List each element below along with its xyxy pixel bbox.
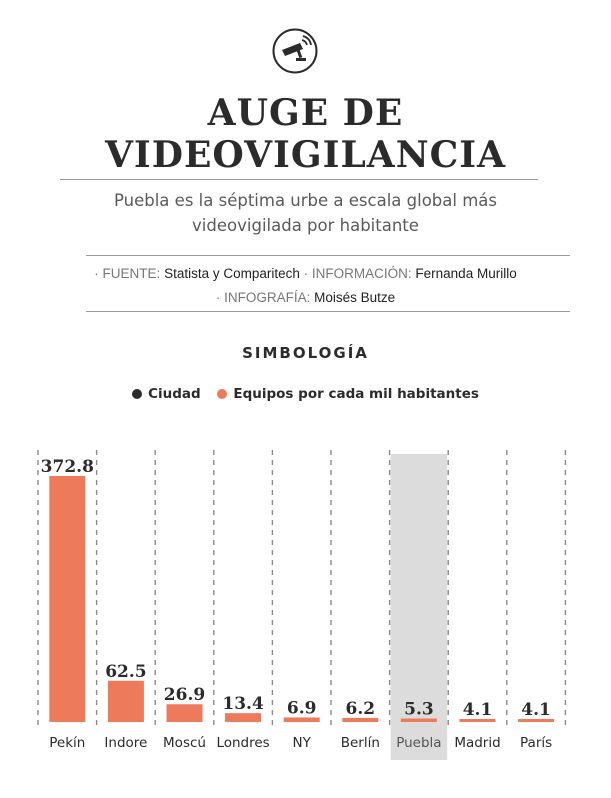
subtitle-line-1: Puebla es la séptima urbe a escala globa… xyxy=(113,191,497,210)
value-label-3: 13.4 xyxy=(222,694,264,714)
category-label-5: Berlín xyxy=(341,735,380,751)
value-label-7: 4.1 xyxy=(463,700,493,720)
source-value: Statista y Comparitech xyxy=(164,266,300,281)
legend-label-equipment: Equipos por cada mil habitantes xyxy=(233,386,479,402)
divider xyxy=(86,311,570,312)
legend-item-equipment: Equipos por cada mil habitantes xyxy=(217,386,479,402)
category-label-8: París xyxy=(520,735,552,751)
value-label-8: 4.1 xyxy=(521,700,551,720)
category-label-6: Puebla xyxy=(396,735,441,751)
title-line-2: VIDEOVIGILANCIA xyxy=(104,134,507,176)
category-label-4: NY xyxy=(293,735,312,751)
divider xyxy=(60,179,538,180)
credits: · FUENTE: Statista y Comparitech · INFOR… xyxy=(0,262,611,310)
value-label-4: 6.9 xyxy=(287,698,317,718)
category-label-1: Indore xyxy=(104,735,147,751)
category-label-0: Pekín xyxy=(49,735,85,751)
bar-3 xyxy=(225,713,262,722)
value-label-6: 5.3 xyxy=(404,700,434,720)
legend-item-city: Ciudad xyxy=(132,386,201,402)
value-label-2: 26.9 xyxy=(164,685,205,705)
info-key: · INFORMACIÓN: xyxy=(303,266,412,281)
bar-5 xyxy=(342,717,379,722)
info-value: Fernanda Murillo xyxy=(415,266,517,281)
bar-6 xyxy=(400,718,437,722)
highlight-column xyxy=(390,454,448,760)
bar-1 xyxy=(107,680,144,722)
divider xyxy=(86,255,570,256)
bar-8 xyxy=(518,719,555,722)
value-label-0: 372.8 xyxy=(41,457,94,477)
page-title: AUGE DE VIDEOVIGILANCIA xyxy=(0,92,611,176)
category-label-7: Madrid xyxy=(454,735,500,751)
bar-chart: 372.8 Pekín 62.5 Indore 26.9 Moscú 13.4 Londres… xyxy=(37,450,567,760)
security-camera-icon xyxy=(272,28,318,74)
value-label-5: 6.2 xyxy=(346,699,376,719)
bar-4 xyxy=(283,717,320,722)
value-label-1: 62.5 xyxy=(105,662,146,682)
graphic-value: Moisés Butze xyxy=(314,290,396,305)
category-label-3: Londres xyxy=(216,735,269,751)
legend-label-city: Ciudad xyxy=(148,386,201,402)
subtitle: Puebla es la séptima urbe a escala globa… xyxy=(0,188,611,238)
legend-dot-city xyxy=(132,389,143,399)
legend-dot-equipment xyxy=(217,389,228,399)
bar-2 xyxy=(166,704,203,722)
legend-title: SIMBOLOGÍA xyxy=(242,344,369,362)
source-key: · FUENTE: xyxy=(94,266,161,281)
title-line-1: AUGE DE xyxy=(207,92,404,134)
bar-7 xyxy=(459,719,496,722)
subtitle-line-2: videovigilada por habitante xyxy=(192,216,419,235)
legend: Ciudad Equipos por cada mil habitantes xyxy=(0,386,611,403)
bar-0 xyxy=(49,476,86,722)
graphic-key: · INFOGRAFÍA: xyxy=(215,290,311,305)
category-label-2: Moscú xyxy=(163,735,206,751)
